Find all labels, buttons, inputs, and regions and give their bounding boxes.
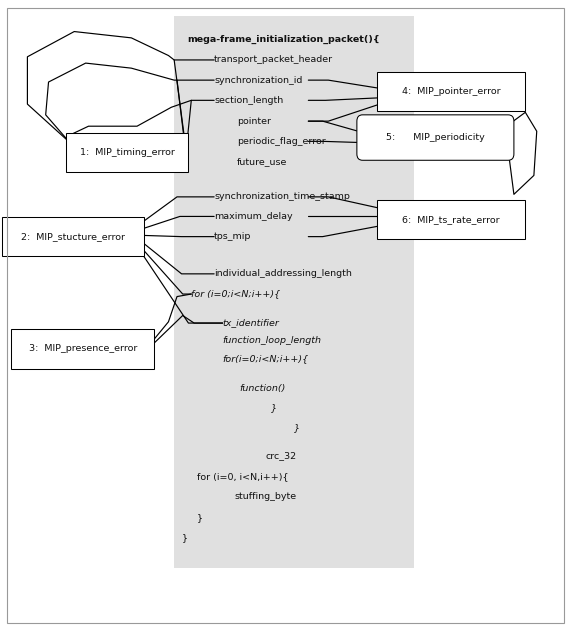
Text: 1:  MIP_timing_error: 1: MIP_timing_error [79,148,175,157]
Text: 3:  MIP_presence_error: 3: MIP_presence_error [29,345,137,353]
Text: for(i=0;i<N;i++){: for(i=0;i<N;i++){ [223,354,309,363]
FancyBboxPatch shape [377,72,525,111]
Text: for (i=0, i<N,i++){: for (i=0, i<N,i++){ [197,472,288,481]
Text: }: } [197,513,203,522]
Text: crc_32: crc_32 [266,451,297,460]
FancyBboxPatch shape [357,115,514,160]
Text: individual_addressing_length: individual_addressing_length [214,269,352,278]
FancyBboxPatch shape [377,200,525,239]
Text: }: } [182,533,188,542]
Text: }: } [271,403,278,412]
Text: section_length: section_length [214,96,283,105]
Text: tx_identifier: tx_identifier [223,319,279,327]
Text: synchronization_time_stamp: synchronization_time_stamp [214,192,350,201]
Text: function_loop_length: function_loop_length [223,336,321,345]
Bar [174,16,414,568]
Text: synchronization_id: synchronization_id [214,76,303,85]
FancyBboxPatch shape [66,133,188,172]
Text: mega-frame_initialization_packet(){: mega-frame_initialization_packet(){ [187,35,380,44]
Text: 2:  MIP_stucture_error: 2: MIP_stucture_error [21,232,125,241]
Text: 5:      MIP_periodicity: 5: MIP_periodicity [386,133,485,142]
FancyBboxPatch shape [11,329,154,369]
Text: tps_mip: tps_mip [214,232,251,241]
Text: periodic_flag_error: periodic_flag_error [237,137,325,146]
Text: pointer: pointer [237,117,271,126]
Text: for (i=0;i<N;i++){: for (i=0;i<N;i++){ [191,290,280,298]
Text: transport_packet_header: transport_packet_header [214,56,333,64]
FancyBboxPatch shape [2,217,144,256]
Text: function(): function() [240,384,286,392]
Text: }: } [294,423,300,432]
Text: future_use: future_use [237,157,287,166]
Text: maximum_delay: maximum_delay [214,212,293,221]
Text: stuffing_byte: stuffing_byte [234,492,296,501]
Text: 6:  MIP_ts_rate_error: 6: MIP_ts_rate_error [403,215,500,224]
Text: 4:  MIP_pointer_error: 4: MIP_pointer_error [402,87,500,96]
